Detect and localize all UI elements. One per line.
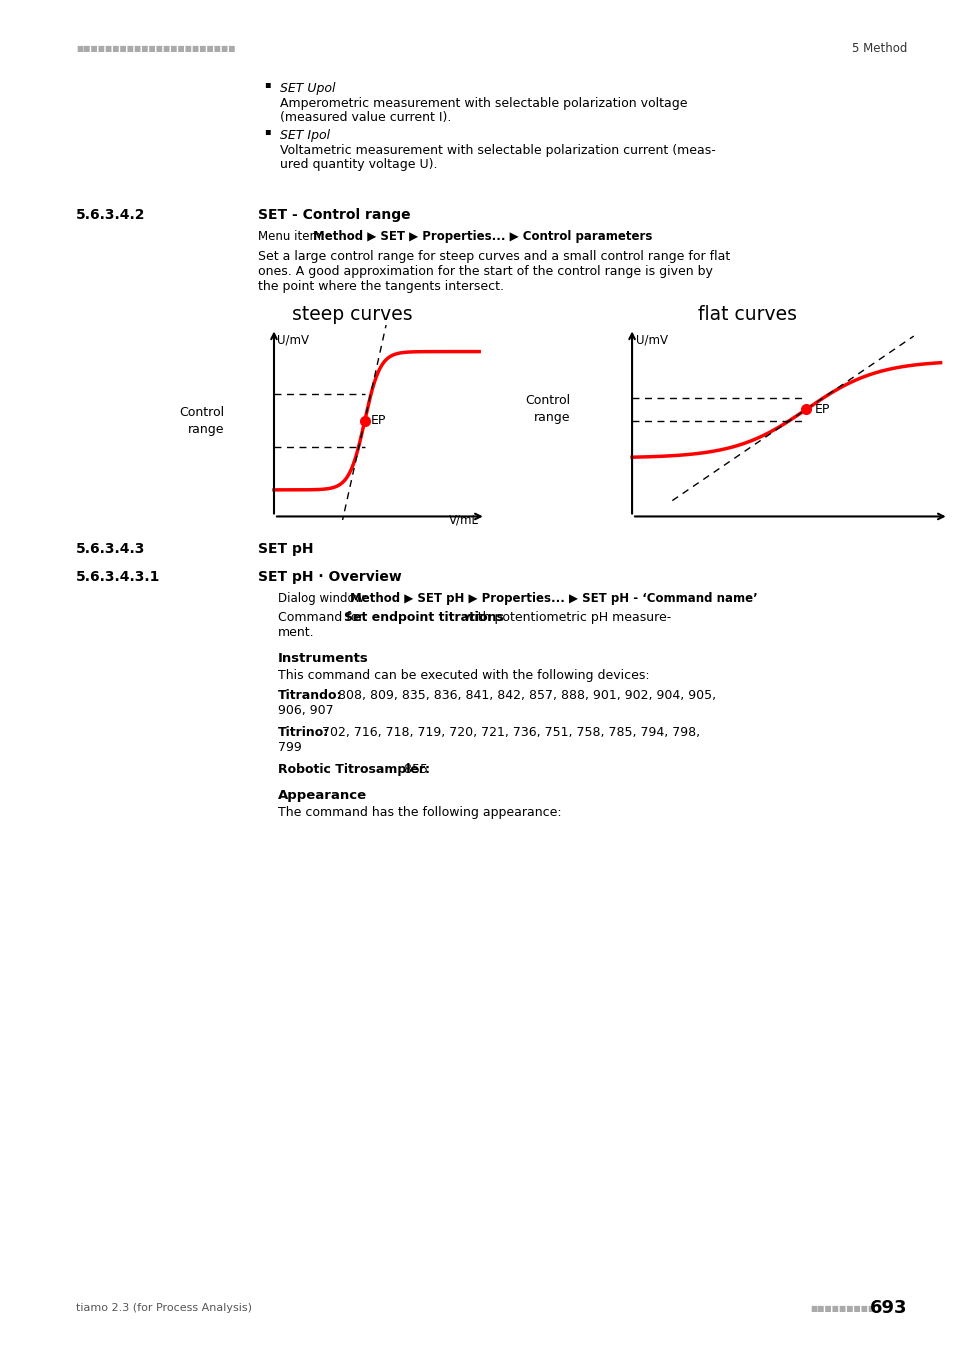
Text: SET Upol: SET Upol — [280, 82, 335, 94]
Text: ured quantity voltage U).: ured quantity voltage U). — [280, 158, 437, 171]
Text: Control
range: Control range — [179, 406, 224, 436]
Text: 906, 907: 906, 907 — [277, 703, 334, 717]
Text: 5 Method: 5 Method — [851, 42, 906, 54]
Text: Robotic Titrosampler:: Robotic Titrosampler: — [277, 763, 430, 776]
Text: Set a large control range for steep curves and a small control range for flat: Set a large control range for steep curv… — [257, 250, 729, 263]
Text: tiamo 2.3 (for Process Analysis): tiamo 2.3 (for Process Analysis) — [76, 1303, 252, 1314]
Text: Command for: Command for — [277, 612, 367, 624]
Text: Amperometric measurement with selectable polarization voltage: Amperometric measurement with selectable… — [280, 97, 687, 109]
Text: ▪: ▪ — [264, 80, 271, 89]
Text: 808, 809, 835, 836, 841, 842, 857, 888, 901, 902, 904, 905,: 808, 809, 835, 836, 841, 842, 857, 888, … — [334, 688, 716, 702]
Text: Titrino:: Titrino: — [277, 726, 329, 738]
Text: 5.6.3.4.2: 5.6.3.4.2 — [76, 208, 146, 221]
Text: Menu item:: Menu item: — [257, 230, 329, 243]
Text: flat curves: flat curves — [698, 305, 797, 324]
Text: 693: 693 — [868, 1299, 906, 1318]
Text: ■■■■■■■■■: ■■■■■■■■■ — [809, 1304, 874, 1312]
Text: This command can be executed with the following devices:: This command can be executed with the fo… — [277, 670, 649, 682]
Text: steep curves: steep curves — [292, 305, 412, 324]
Text: V/mL: V/mL — [449, 514, 478, 526]
Text: EP: EP — [371, 414, 386, 427]
Text: Method ▶ SET ▶ Properties... ▶ Control parameters: Method ▶ SET ▶ Properties... ▶ Control p… — [313, 230, 652, 243]
Text: SET - Control range: SET - Control range — [257, 208, 410, 221]
Text: Control
range: Control range — [525, 394, 570, 424]
Text: ■■■■■■■■■■■■■■■■■■■■■■: ■■■■■■■■■■■■■■■■■■■■■■ — [76, 43, 235, 53]
Text: Set endpoint titrations: Set endpoint titrations — [344, 612, 503, 624]
Text: ▪: ▪ — [264, 126, 271, 136]
Text: ones. A good approximation for the start of the control range is given by: ones. A good approximation for the start… — [257, 265, 712, 278]
Text: 5.6.3.4.3: 5.6.3.4.3 — [76, 541, 145, 556]
Text: 855: 855 — [399, 763, 428, 776]
Text: U/mV: U/mV — [636, 333, 667, 347]
Text: EP: EP — [814, 402, 829, 416]
Text: The command has the following appearance:: The command has the following appearance… — [277, 806, 561, 819]
Text: 702, 716, 718, 719, 720, 721, 736, 751, 758, 785, 794, 798,: 702, 716, 718, 719, 720, 721, 736, 751, … — [317, 726, 700, 738]
Text: 799: 799 — [277, 741, 301, 755]
Text: 5.6.3.4.3.1: 5.6.3.4.3.1 — [76, 570, 160, 585]
Text: SET pH · Overview: SET pH · Overview — [257, 570, 401, 585]
Text: Voltametric measurement with selectable polarization current (meas-: Voltametric measurement with selectable … — [280, 144, 715, 157]
Text: U/mV: U/mV — [277, 333, 309, 347]
Text: Method ▶ SET pH ▶ Properties... ▶ SET pH - ‘Command name’: Method ▶ SET pH ▶ Properties... ▶ SET pH… — [350, 593, 757, 605]
Text: Titrando:: Titrando: — [277, 688, 342, 702]
Text: Instruments: Instruments — [277, 652, 369, 666]
Text: Appearance: Appearance — [277, 788, 367, 802]
Text: ment.: ment. — [277, 626, 314, 639]
Text: (measured value current I).: (measured value current I). — [280, 111, 451, 124]
Text: SET pH: SET pH — [257, 541, 314, 556]
Text: with potentiometric pH measure-: with potentiometric pH measure- — [459, 612, 671, 624]
Text: SET Ipol: SET Ipol — [280, 130, 330, 142]
Text: Dialog window:: Dialog window: — [277, 593, 371, 605]
Text: the point where the tangents intersect.: the point where the tangents intersect. — [257, 279, 503, 293]
